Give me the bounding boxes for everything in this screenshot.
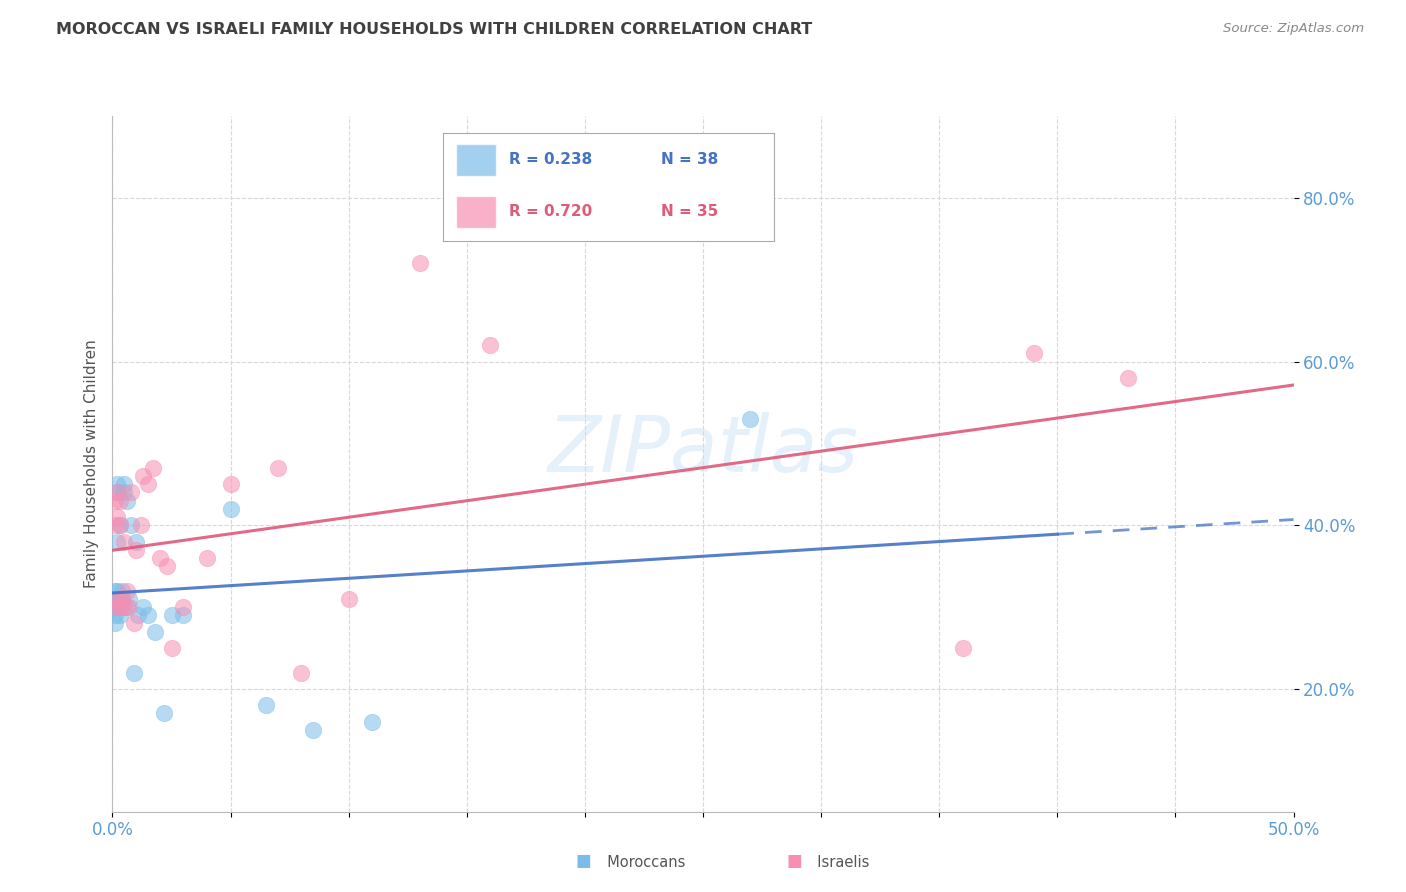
Point	[361, 714, 384, 729]
Point	[115, 600, 138, 615]
Point	[136, 608, 159, 623]
Point	[112, 477, 135, 491]
Point	[952, 640, 974, 655]
Point	[479, 338, 502, 352]
Text: Moroccans: Moroccans	[598, 855, 685, 870]
Point	[108, 518, 131, 533]
Point	[122, 665, 145, 680]
Point	[120, 485, 142, 500]
Point	[104, 600, 127, 615]
Point	[112, 485, 135, 500]
Point	[132, 600, 155, 615]
Point	[136, 477, 159, 491]
Point	[104, 616, 127, 631]
Point	[104, 518, 127, 533]
Point	[408, 256, 430, 270]
Point	[115, 583, 138, 598]
Text: Israelis: Israelis	[808, 855, 870, 870]
Point	[111, 600, 134, 615]
Point	[105, 600, 128, 615]
Point	[111, 583, 134, 598]
Point	[105, 477, 128, 491]
Point	[108, 518, 131, 533]
Point	[219, 501, 242, 516]
Point	[105, 510, 128, 524]
Point	[108, 600, 131, 615]
Text: ZIPatlas: ZIPatlas	[547, 412, 859, 488]
Point	[104, 583, 127, 598]
Point	[125, 534, 148, 549]
Point	[122, 616, 145, 631]
Point	[195, 551, 218, 566]
Point	[105, 583, 128, 598]
Point	[1116, 371, 1139, 385]
Point	[172, 600, 194, 615]
Point	[219, 477, 242, 491]
Point	[254, 698, 277, 713]
Point	[125, 542, 148, 557]
Y-axis label: Family Households with Children: Family Households with Children	[83, 340, 98, 588]
Point	[127, 608, 149, 623]
Point	[105, 591, 128, 606]
Point	[153, 706, 176, 721]
Point	[129, 518, 152, 533]
Text: Source: ZipAtlas.com: Source: ZipAtlas.com	[1223, 22, 1364, 36]
Point	[105, 591, 128, 606]
Point	[104, 591, 127, 606]
Point	[142, 461, 165, 475]
Point	[120, 518, 142, 533]
Point	[112, 600, 135, 615]
Point	[149, 551, 172, 566]
Point	[108, 608, 131, 623]
Point	[337, 591, 360, 606]
Point	[1022, 346, 1045, 360]
Point	[143, 624, 166, 639]
Point	[118, 591, 141, 606]
Point	[302, 723, 325, 737]
Point	[172, 608, 194, 623]
Point	[104, 493, 127, 508]
Text: MOROCCAN VS ISRAELI FAMILY HOUSEHOLDS WITH CHILDREN CORRELATION CHART: MOROCCAN VS ISRAELI FAMILY HOUSEHOLDS WI…	[56, 22, 813, 37]
Point	[740, 412, 762, 426]
Point	[290, 665, 312, 680]
Point	[105, 485, 128, 500]
Point	[108, 493, 131, 508]
Point	[105, 485, 128, 500]
Point	[111, 591, 134, 606]
Point	[108, 591, 131, 606]
Point	[115, 493, 138, 508]
Text: ■: ■	[575, 852, 592, 870]
Point	[104, 600, 127, 615]
Point	[111, 591, 134, 606]
Point	[108, 600, 131, 615]
Point	[160, 608, 183, 623]
Point	[105, 534, 128, 549]
Point	[267, 461, 290, 475]
Point	[104, 608, 127, 623]
Point	[132, 469, 155, 483]
Point	[160, 640, 183, 655]
Point	[156, 559, 179, 574]
Text: ■: ■	[786, 852, 803, 870]
Point	[118, 600, 141, 615]
Point	[112, 534, 135, 549]
